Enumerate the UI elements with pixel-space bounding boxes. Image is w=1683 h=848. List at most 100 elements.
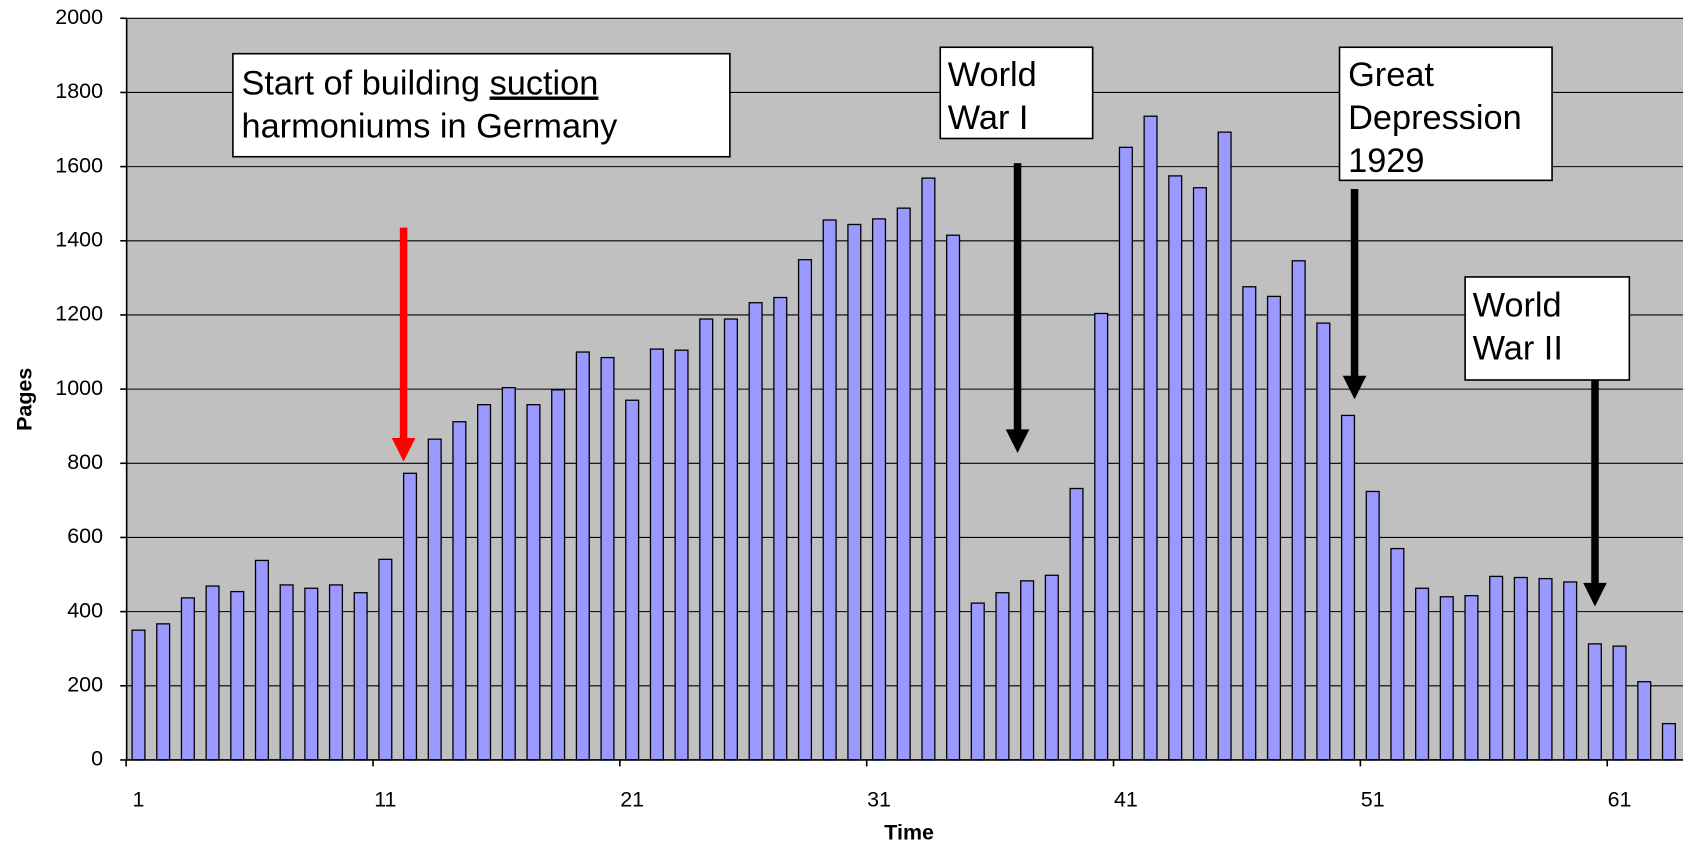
bar	[452, 421, 467, 761]
bar	[279, 584, 294, 761]
bar	[1094, 312, 1109, 761]
annotation-box	[939, 46, 1094, 140]
annotation-text: suction	[490, 64, 599, 102]
bar	[254, 559, 269, 761]
bar	[1143, 115, 1158, 761]
bar	[1266, 295, 1282, 761]
annotation-text: War II	[1473, 330, 1563, 368]
bar	[1538, 577, 1553, 761]
bar	[625, 399, 640, 761]
bar	[970, 602, 985, 761]
y-tick-label: 1800	[55, 79, 103, 103]
bar	[501, 386, 516, 761]
x-tick-label: 51	[1361, 787, 1385, 811]
bar	[871, 218, 887, 761]
bar	[921, 177, 936, 761]
y-tick-label: 1400	[55, 227, 103, 251]
bar	[1439, 596, 1454, 761]
bar	[896, 207, 911, 761]
bar	[1340, 414, 1356, 761]
bar	[378, 558, 393, 761]
x-tick-label: 21	[620, 787, 644, 811]
annotation-text: World	[948, 56, 1037, 94]
bar	[180, 597, 195, 761]
bar	[748, 302, 763, 761]
bar	[1020, 580, 1035, 761]
y-axis-label: Pages	[12, 368, 36, 431]
bar	[575, 351, 590, 761]
x-tick-label: 41	[1114, 787, 1138, 811]
bar	[230, 590, 245, 761]
bar	[822, 219, 837, 761]
bar	[328, 584, 344, 761]
annotation-text: Great	[1348, 56, 1434, 94]
arrow-head	[391, 437, 416, 462]
bar	[600, 356, 615, 761]
bar	[797, 259, 813, 761]
y-tick-label: 800	[67, 450, 103, 474]
bar	[1365, 490, 1380, 761]
bar	[995, 592, 1010, 761]
bar	[353, 592, 368, 761]
x-tick-label: 61	[1608, 787, 1632, 811]
annotation-text: World	[1473, 287, 1562, 325]
bar	[1587, 643, 1602, 761]
annotation-text: Start of building	[242, 64, 481, 102]
arrow-head	[1005, 429, 1030, 453]
bar	[1069, 487, 1084, 761]
bar	[1612, 645, 1627, 761]
annotation-box	[1338, 46, 1553, 182]
x-tick-label: 31	[867, 787, 891, 811]
bar	[477, 404, 492, 761]
y-tick-label: 1000	[55, 376, 103, 400]
arrow-head	[1342, 375, 1367, 400]
annotation-text: 1929	[1348, 142, 1424, 180]
bar	[1044, 574, 1059, 761]
bar	[1118, 146, 1133, 761]
bar	[1390, 547, 1405, 761]
arrow-head	[1583, 582, 1607, 607]
bar	[205, 585, 220, 761]
bar	[1242, 286, 1257, 761]
bar	[723, 318, 738, 761]
annotation-text: Depression	[1348, 99, 1522, 137]
bar	[1513, 576, 1528, 761]
bar	[526, 404, 541, 761]
y-tick-label: 200	[67, 672, 103, 696]
bar	[1192, 187, 1207, 761]
bar	[1464, 595, 1479, 761]
annotations: Start of building suction harmoniums in …	[232, 46, 1631, 607]
bar	[699, 318, 714, 761]
y-tick-label: 2000	[55, 5, 103, 29]
x-tick-label: 1	[133, 787, 145, 811]
bar	[946, 234, 961, 761]
bar	[304, 587, 319, 761]
bar	[1217, 131, 1232, 761]
bar	[1661, 722, 1676, 761]
y-tick-label: 1600	[55, 153, 103, 177]
annotation-text: Start of building suction	[242, 64, 599, 102]
bar	[1291, 260, 1306, 761]
y-tick-label: 0	[91, 747, 103, 771]
bar	[1489, 575, 1504, 761]
annotation-text: War I	[948, 99, 1029, 137]
y-tick-label: 1200	[55, 302, 103, 326]
x-axis-label: Time	[884, 821, 934, 845]
annotation-text: harmoniums in Germany	[242, 107, 619, 145]
bar	[649, 348, 664, 761]
bar	[551, 389, 566, 761]
bar	[131, 629, 146, 761]
annotation-box	[232, 52, 731, 158]
bar	[1168, 175, 1183, 761]
bar	[1415, 587, 1430, 761]
x-tick-label: 11	[374, 787, 396, 811]
y-tick-label: 600	[67, 524, 103, 548]
bar	[402, 472, 418, 761]
bar	[156, 623, 171, 761]
bar	[1637, 681, 1652, 761]
annotation-box	[1464, 276, 1631, 381]
bar	[427, 438, 442, 761]
bar	[773, 296, 788, 761]
bar	[847, 223, 862, 761]
